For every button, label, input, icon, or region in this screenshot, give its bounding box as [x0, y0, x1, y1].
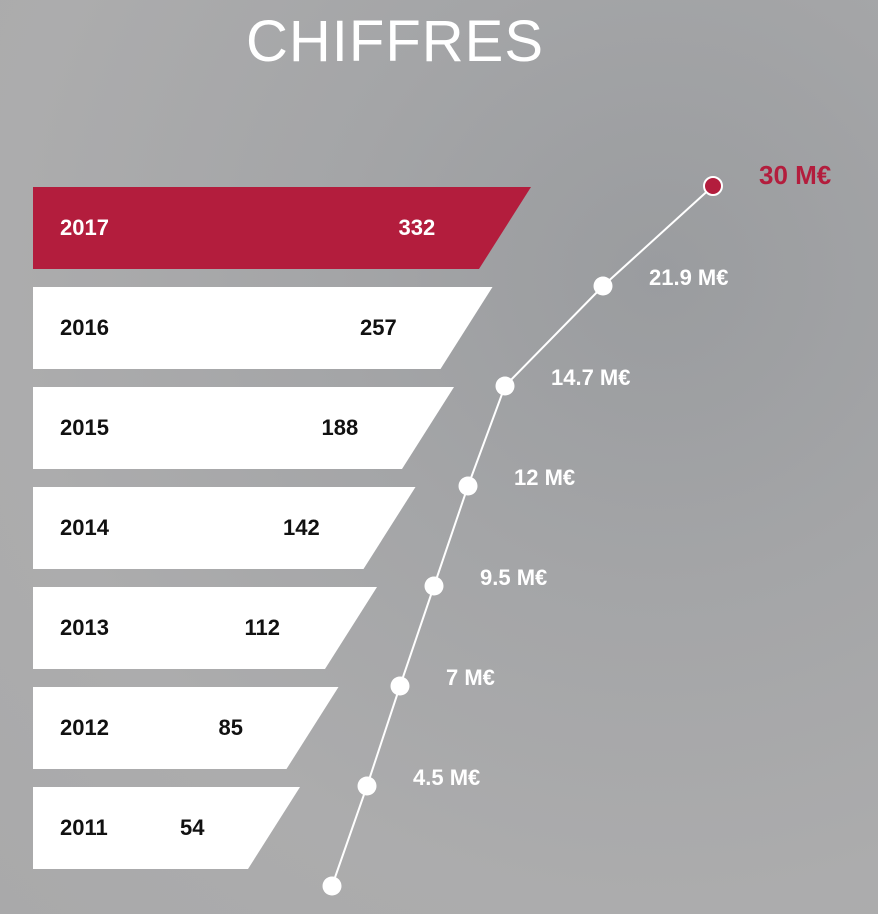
bar-value-label: 142 [283, 515, 320, 540]
bar-year-label: 2011 [60, 815, 108, 840]
bar-year-label: 2016 [60, 315, 109, 340]
bar-2017: 2017 332 [33, 187, 531, 269]
revenue-label: 21.9 M€ [649, 265, 729, 290]
bar-2013: 2013 112 [33, 587, 377, 669]
bar-year-label: 2017 [60, 215, 109, 240]
revenue-label: 30 M€ [759, 160, 832, 190]
bar-year-label: 2014 [60, 515, 109, 540]
revenue-label: 7 M€ [446, 665, 495, 690]
bar-value-label: 54 [180, 815, 205, 840]
bar-2016: 2016 257 [33, 287, 493, 369]
bar-value-label: 112 [244, 615, 281, 640]
bar-value-label: 257 [360, 315, 397, 340]
revenue-label: 9.5 M€ [480, 565, 548, 590]
bar-2014: 2014 142 [33, 487, 416, 569]
revenue-point [703, 176, 723, 196]
bar-year-label: 2013 [60, 615, 109, 640]
revenue-point [458, 476, 478, 496]
revenue-point [322, 876, 342, 896]
bar-2012: 2012 85 [33, 687, 339, 769]
bar-2011: 2011 54 [33, 787, 300, 869]
revenue-point [424, 576, 444, 596]
revenue-point [390, 676, 410, 696]
page-title: CHIFFRES [246, 9, 544, 74]
revenue-label: 14.7 M€ [551, 365, 631, 390]
revenue-line [331, 185, 714, 887]
revenue-label: 12 M€ [514, 465, 576, 490]
bar-value-label: 85 [218, 715, 243, 740]
revenue-point [495, 376, 515, 396]
revenue-point [593, 276, 613, 296]
revenue-label: 4.5 M€ [413, 765, 481, 790]
bar-year-label: 2015 [60, 415, 109, 440]
bar-2015: 2015 188 [33, 387, 454, 469]
revenue-point [357, 776, 377, 796]
bar-year-label: 2012 [60, 715, 109, 740]
bar-value-label: 188 [321, 415, 359, 440]
bar-value-label: 332 [398, 215, 436, 240]
